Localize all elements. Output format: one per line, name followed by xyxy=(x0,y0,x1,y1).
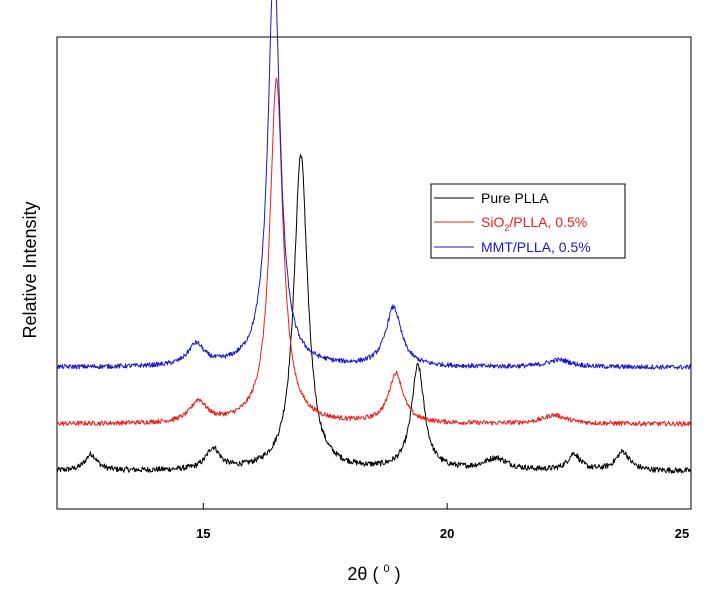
plot-frame xyxy=(56,36,692,510)
x-axis-title: 2θ ( 0 ) xyxy=(347,563,400,584)
series-line-0 xyxy=(56,154,692,474)
legend-label-0: Pure PLLA xyxy=(481,190,549,206)
x-tick-label-20: 20 xyxy=(440,526,454,541)
series-line-2 xyxy=(56,0,692,370)
x-tick-label-25: 25 xyxy=(675,526,689,541)
legend: Pure PLLA SiO2/PLLA, 0.5% MMT/PLLA, 0.5% xyxy=(430,183,626,259)
legend-label-1: SiO2/PLLA, 0.5% xyxy=(481,214,587,233)
x-axis-ticks: 15 20 25 xyxy=(196,503,692,541)
x-tick-label-15: 15 xyxy=(196,526,210,541)
legend-box xyxy=(430,183,626,259)
series-layer xyxy=(56,0,692,474)
legend-label-2: MMT/PLLA, 0.5% xyxy=(481,239,591,255)
series-line-1 xyxy=(56,77,692,427)
y-axis-title: Relative Intensity xyxy=(20,201,40,338)
